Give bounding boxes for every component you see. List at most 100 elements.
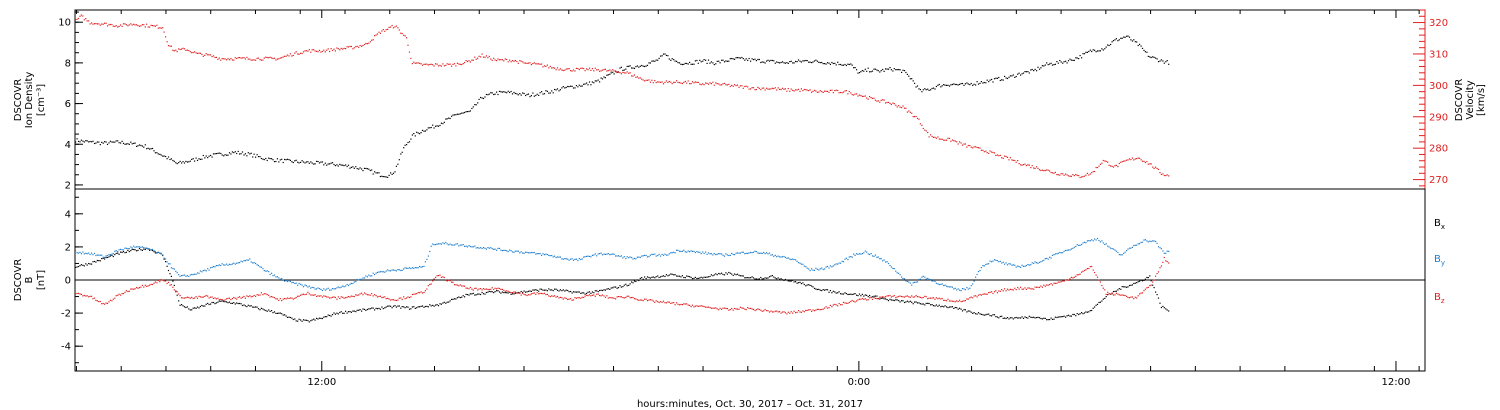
field-1-point: [1086, 240, 1088, 242]
velocity-0-point: [619, 72, 621, 74]
velocity-0-point: [953, 140, 955, 142]
velocity-0-point: [424, 63, 426, 65]
density-0-point: [514, 92, 516, 95]
velocity-0-point: [1004, 155, 1006, 157]
field-1-point: [458, 245, 460, 247]
velocity-0-point: [831, 89, 833, 91]
field-1-point: [700, 253, 702, 255]
field-1-point: [597, 253, 599, 255]
legend-by: By: [1434, 254, 1445, 267]
field-1-point: [237, 262, 239, 264]
field-0-point: [975, 313, 977, 315]
density-0-point: [551, 90, 553, 92]
velocity-0-point: [648, 79, 650, 81]
field-2-point: [339, 297, 341, 300]
field-2-point: [822, 308, 824, 310]
field-0-point: [541, 288, 543, 290]
field-2-point: [503, 289, 505, 291]
field-2-point: [340, 296, 342, 298]
field-0-point: [237, 302, 239, 305]
field-2-point: [1028, 287, 1030, 289]
field-0-point: [141, 249, 143, 251]
field-0-point: [912, 303, 914, 305]
density-0-point: [106, 143, 109, 145]
field-0-point: [876, 295, 878, 297]
density-0-point: [233, 152, 235, 154]
field-2-point: [738, 308, 740, 310]
density-0-point: [748, 57, 750, 60]
field-2-point: [1124, 294, 1126, 297]
field-1-point: [572, 259, 575, 261]
velocity-0-point: [898, 105, 900, 107]
field-axis-label-line2: B: [24, 276, 35, 283]
field-2-point: [183, 297, 186, 299]
density-tick-label: 4: [65, 140, 71, 151]
field-1-point: [448, 244, 450, 246]
field-0-point: [832, 290, 834, 292]
velocity-0-point: [908, 110, 910, 112]
field-1-point: [1065, 249, 1067, 252]
velocity-0-point: [670, 81, 672, 83]
velocity-0-point: [957, 143, 959, 145]
field-1-point: [612, 253, 614, 255]
density-0-point: [182, 161, 184, 163]
velocity-0-point: [257, 57, 260, 59]
field-1-point: [1152, 240, 1154, 242]
field-0-point: [950, 306, 952, 308]
field-2-point: [645, 298, 647, 300]
field-2-point: [300, 294, 302, 296]
density-0-point: [104, 141, 106, 143]
velocity-0-point: [555, 69, 557, 71]
field-1-point: [625, 257, 627, 260]
field-2-point: [1081, 271, 1083, 273]
velocity-0-point: [1153, 167, 1155, 169]
field-2-point: [487, 288, 489, 291]
field-0-point: [596, 290, 598, 292]
field-1-point: [413, 267, 415, 269]
field-0-point: [1078, 313, 1080, 316]
field-1-point: [1131, 246, 1133, 248]
field-1-point: [1081, 243, 1083, 246]
velocity-0-point: [716, 83, 718, 85]
field-2-point: [140, 286, 142, 288]
field-1-point: [443, 243, 445, 245]
velocity-0-point: [474, 56, 476, 58]
field-2-point: [89, 295, 91, 297]
velocity-0-point: [998, 155, 1000, 157]
density-0-point: [806, 60, 808, 62]
field-2-point: [485, 288, 487, 290]
density-0-point: [883, 70, 885, 72]
field-2-point: [207, 295, 209, 297]
density-0-point: [371, 169, 373, 171]
velocity-0-point: [844, 90, 846, 92]
velocity-0-point: [510, 61, 512, 63]
density-0-point: [593, 82, 595, 84]
velocity-0-point: [1131, 157, 1133, 159]
field-1-point: [369, 275, 371, 277]
field-2-point: [535, 293, 537, 295]
field-1-point: [256, 264, 258, 266]
field-0-point: [626, 285, 628, 287]
field-0-point: [153, 251, 155, 253]
density-0-point: [1137, 44, 1139, 47]
field-1-point: [603, 253, 605, 255]
field-0-point: [957, 308, 959, 310]
field-2-point: [1014, 287, 1016, 289]
field-2-point: [1036, 286, 1038, 288]
field-0-point: [195, 307, 197, 309]
field-0-point: [144, 248, 146, 251]
field-2-point: [671, 302, 673, 304]
field-0-point: [741, 275, 743, 277]
field-2-point: [1017, 286, 1019, 289]
field-2-point: [699, 305, 701, 307]
field-0-point: [840, 293, 842, 295]
field-0-point: [362, 308, 364, 310]
field-1-point: [75, 250, 77, 252]
field-1-point: [464, 245, 466, 247]
velocity-0-point: [334, 50, 336, 52]
density-0-point: [355, 166, 357, 168]
field-2-point: [874, 297, 876, 299]
field-2-point: [1157, 271, 1160, 273]
field-0-point: [887, 300, 890, 302]
field-1-point: [832, 265, 834, 267]
